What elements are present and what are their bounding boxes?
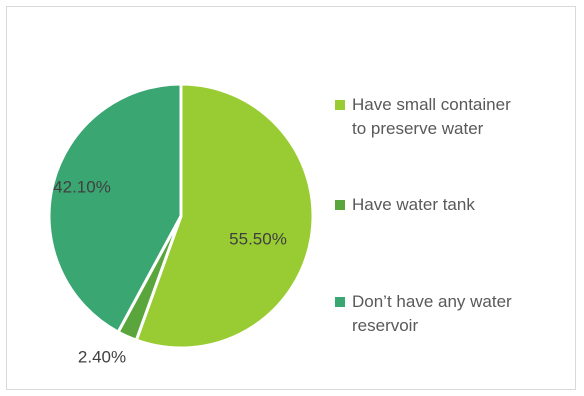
legend-item-no-reservoir: Don’t have any water reservoir (335, 290, 552, 338)
pie-slices (47, 82, 315, 350)
legend-swatch-water-tank (335, 200, 345, 210)
legend-label-water-tank: Have water tank (352, 195, 475, 214)
legend-swatch-small-container (335, 100, 345, 110)
legend-swatch-no-reservoir (335, 297, 345, 307)
data-label-small-container: 55.50% (229, 229, 287, 248)
data-label-water-tank: 2.40% (78, 347, 126, 366)
legend-item-water-tank: Have water tank (335, 193, 552, 217)
pie-slice-no-reservoir (47, 82, 183, 334)
legend-label-no-reservoir: Don’t have any water reservoir (352, 292, 512, 335)
legend-label-small-container: Have small container to preserve water (352, 95, 511, 138)
data-label-no-reservoir: 42.10% (53, 177, 111, 196)
pie-slice-small-container (134, 82, 315, 350)
pie-data-labels: 55.50% 2.40% 42.10% (53, 177, 287, 366)
legend-item-small-container: Have small container to preserve water (335, 93, 552, 141)
